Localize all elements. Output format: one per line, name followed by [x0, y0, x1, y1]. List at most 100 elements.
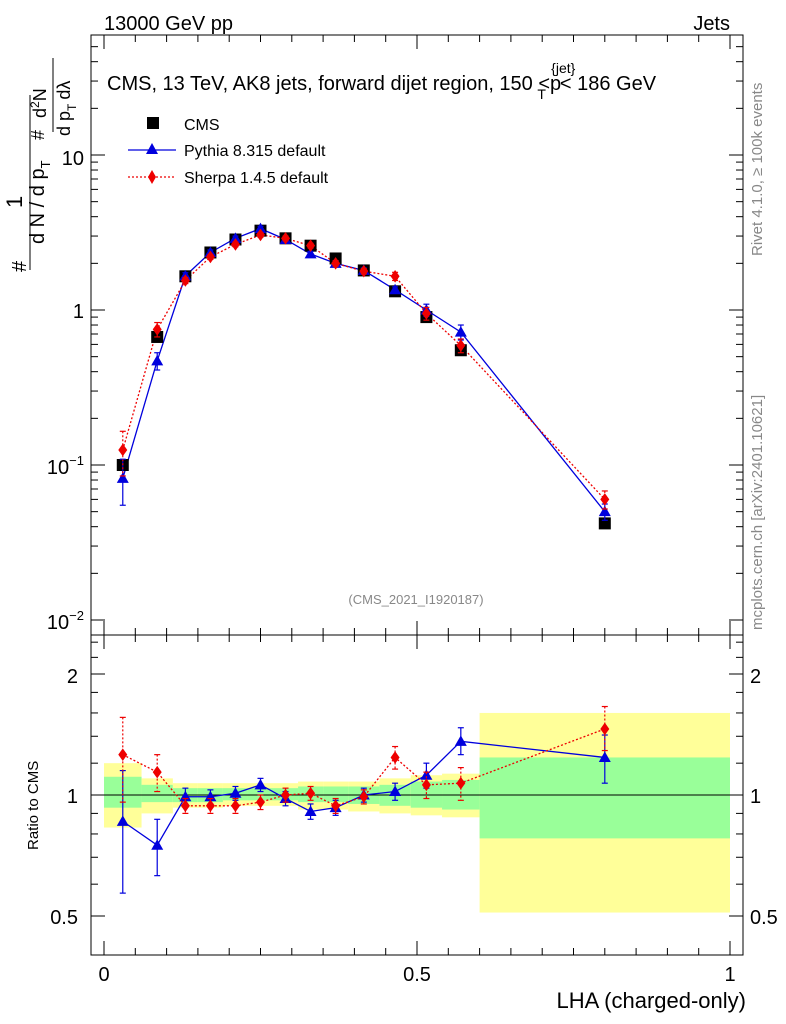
ratio-band-inner [141, 784, 173, 803]
ylabel-num: 1 [2, 196, 27, 208]
pythia-data-point [304, 247, 317, 259]
legend-sherpa-marker [148, 170, 156, 184]
ylabel-frac-den-sub: T [65, 103, 79, 111]
sherpa-data-point [256, 228, 265, 242]
ylabel-frac-num-d: d [30, 108, 50, 118]
ratio-sherpa-point [390, 751, 400, 764]
pythia-data-point [454, 326, 467, 337]
legend-sherpa-label: Sherpa 1.4.5 default [184, 170, 329, 187]
ratio-pythia-point [598, 751, 611, 762]
ratio-sherpa-point [600, 722, 610, 736]
ratio-y-tick-2-right: 2 [750, 666, 761, 688]
title-var: p [550, 73, 561, 95]
ratio-pythia-point [304, 805, 317, 816]
sherpa-data-point [456, 339, 466, 352]
ratio-sherpa-point [118, 748, 128, 761]
ratio-bands [104, 712, 730, 913]
sherpa-data-point [600, 493, 610, 506]
rivet-label: Rivet 4.1.0, ≥ 100k events [749, 83, 766, 256]
sherpa-data-point [118, 443, 128, 457]
pythia-data-point [254, 222, 267, 234]
ratio-sherpa-point [281, 788, 291, 802]
ratio-sherpa-point [230, 799, 240, 813]
ratio-pythia-point [229, 787, 242, 798]
ratio-panel: 2 1 0.5 2 1 0.5 Ratio to CMS 0 0.5 1 LHA… [25, 634, 778, 1013]
series-line-sherpa [122, 234, 606, 500]
analysis-id: (CMS_2021_I1920187) [348, 592, 483, 607]
y-tick-label-0.1: 10−1 [47, 453, 84, 479]
beam-label: 13000 GeV pp [104, 13, 233, 35]
ratio-series-layer [116, 705, 611, 894]
ylabel-den: d N / d pT [27, 160, 53, 244]
legend-cms-marker [147, 117, 159, 129]
ylabel-frac-den-lambda: dλ [54, 81, 74, 100]
ratio-sherpa-point [331, 799, 341, 813]
x-axis-label: LHA (charged-only) [556, 988, 746, 1013]
plot-title: CMS, 13 TeV, AK8 jets, forward dijet reg… [107, 60, 657, 102]
ratio-sherpa-point [359, 790, 369, 804]
ylabel-frac-num: d2N [28, 88, 50, 118]
source-label: mcplots.cern.ch [arXiv:2401.10621] [749, 395, 766, 630]
ratio-y-axis-label: Ratio to CMS [25, 761, 42, 850]
sherpa-data-point [205, 250, 215, 264]
main-ticks [91, 35, 743, 635]
x-tick-0: 0 [98, 964, 109, 986]
ratio-y-tick-0.5-right: 0.5 [750, 907, 778, 929]
title-suffix: < 186 GeV [560, 73, 657, 95]
y-tick-label-0.1-base: 10 [47, 457, 69, 479]
ratio-sherpa-point [456, 776, 466, 790]
main-series-layer [116, 222, 611, 530]
sherpa-data-point [331, 257, 341, 270]
legend-cms-label: CMS [184, 117, 220, 134]
ratio-sherpa-point [421, 778, 431, 792]
sherpa-data-point [281, 232, 291, 245]
title-sub: T [537, 86, 546, 102]
legend-pythia-label: Pythia 8.315 default [184, 143, 326, 160]
main-y-tick-labels: 10 1 10−1 10−2 [47, 148, 84, 634]
pythia-data-point [116, 472, 129, 483]
y-tick-label-0.01: 10−2 [47, 608, 84, 634]
ratio-sherpa-point [205, 799, 215, 813]
sherpa-data-point [421, 307, 431, 320]
ratio-pythia-point [389, 785, 402, 797]
pythia-data-point [229, 232, 242, 243]
y-tick-label-0.1-exp: −1 [69, 453, 84, 468]
category-label: Jets [693, 13, 730, 35]
ratio-y-tick-1: 1 [67, 786, 78, 808]
sherpa-data-point [390, 269, 400, 283]
ylabel-den-sub: T [38, 160, 53, 168]
ratio-sherpa-point [180, 799, 190, 813]
ratio-y-tick-1-right: 1 [750, 786, 761, 808]
y-tick-label-0.01-base: 10 [47, 612, 69, 634]
ratio-pythia-point [254, 778, 267, 790]
ratio-y-tick-2: 2 [67, 666, 78, 688]
ylabel-frac-num-n: N [30, 88, 50, 101]
y-tick-label-0.01-exp: −2 [69, 608, 84, 623]
pythia-data-point [151, 354, 164, 366]
ylabel-frac-den-text: d p [54, 111, 74, 136]
ylabel-frac-num-sup: 2 [28, 101, 42, 108]
ylabel-frac-den: d pTdλ [54, 81, 79, 136]
ratio-pythia-point [151, 839, 164, 850]
sherpa-data-point [230, 238, 240, 251]
sherpa-data-point [152, 323, 162, 336]
ratio-pythia-point [116, 815, 129, 826]
ratio-y-tick-0.5: 0.5 [50, 907, 78, 929]
ratio-sherpa-point [152, 765, 162, 779]
pythia-data-point [389, 283, 402, 295]
ratio-sherpa-point [256, 795, 265, 809]
ratio-ticks [91, 635, 743, 955]
ratio-band-inner [323, 786, 349, 803]
ylabel-frac-hash: # [28, 130, 48, 140]
sherpa-data-point [306, 239, 316, 252]
ratio-sherpa-point [306, 786, 316, 800]
sherpa-data-point [359, 264, 369, 278]
ylabel-den-text: d N / d p [27, 168, 49, 244]
sherpa-data-point [180, 274, 190, 287]
y-tick-label-1: 1 [73, 301, 84, 323]
main-y-axis-label: # 1 d N / d pT # d2N d pTdλ [2, 58, 79, 272]
x-tick-1: 1 [724, 964, 735, 986]
ylabel-den-hash: # [9, 260, 31, 272]
pythia-data-point [598, 505, 611, 517]
